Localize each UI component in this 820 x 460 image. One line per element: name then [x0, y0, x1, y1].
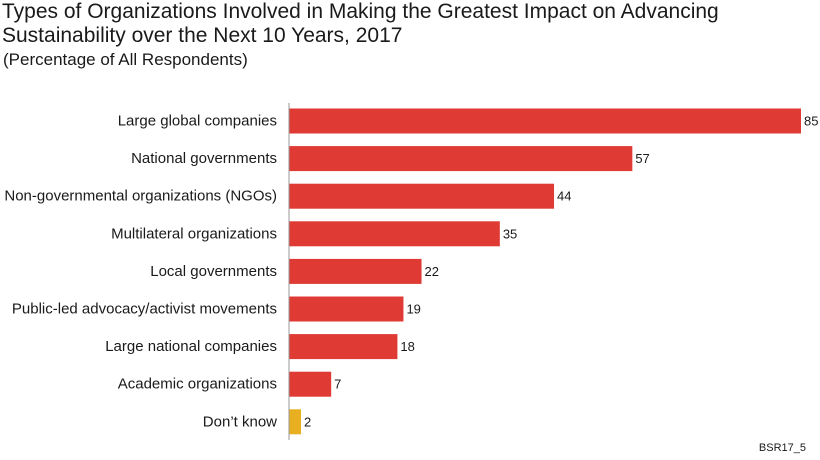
value-label: 19: [406, 302, 420, 317]
category-label: Public-led advocacy/activist movements: [12, 301, 277, 318]
value-label: 22: [425, 264, 439, 279]
category-label: Don’t know: [203, 413, 277, 430]
bar: [289, 221, 500, 247]
category-label: Local governments: [150, 263, 277, 280]
category-label: Large national companies: [105, 338, 277, 355]
bar: [289, 258, 422, 284]
bar: [289, 108, 801, 134]
category-label: National governments: [131, 150, 277, 167]
category-label: Multilateral organizations: [111, 225, 277, 242]
bar: [289, 334, 398, 360]
value-label: 44: [557, 189, 571, 204]
value-label: 18: [400, 339, 414, 354]
source-code: BSR17_5: [758, 442, 806, 454]
value-label: 85: [804, 114, 818, 129]
category-label: Large global companies: [118, 113, 277, 130]
bar: [289, 371, 332, 397]
chart-subtitle: (Percentage of All Respondents): [3, 50, 248, 69]
bar: [289, 296, 404, 322]
value-label: 7: [334, 377, 341, 392]
value-label: 35: [503, 226, 517, 241]
bar: [289, 183, 555, 209]
value-label: 57: [635, 151, 649, 166]
bar: [289, 409, 302, 435]
bar: [289, 146, 633, 172]
category-label: Academic organizations: [118, 376, 277, 393]
value-label: 2: [304, 414, 311, 429]
category-label: Non-governmental organizations (NGOs): [4, 188, 277, 205]
chart-title: Types of Organizations Involved in Makin…: [2, 0, 719, 47]
